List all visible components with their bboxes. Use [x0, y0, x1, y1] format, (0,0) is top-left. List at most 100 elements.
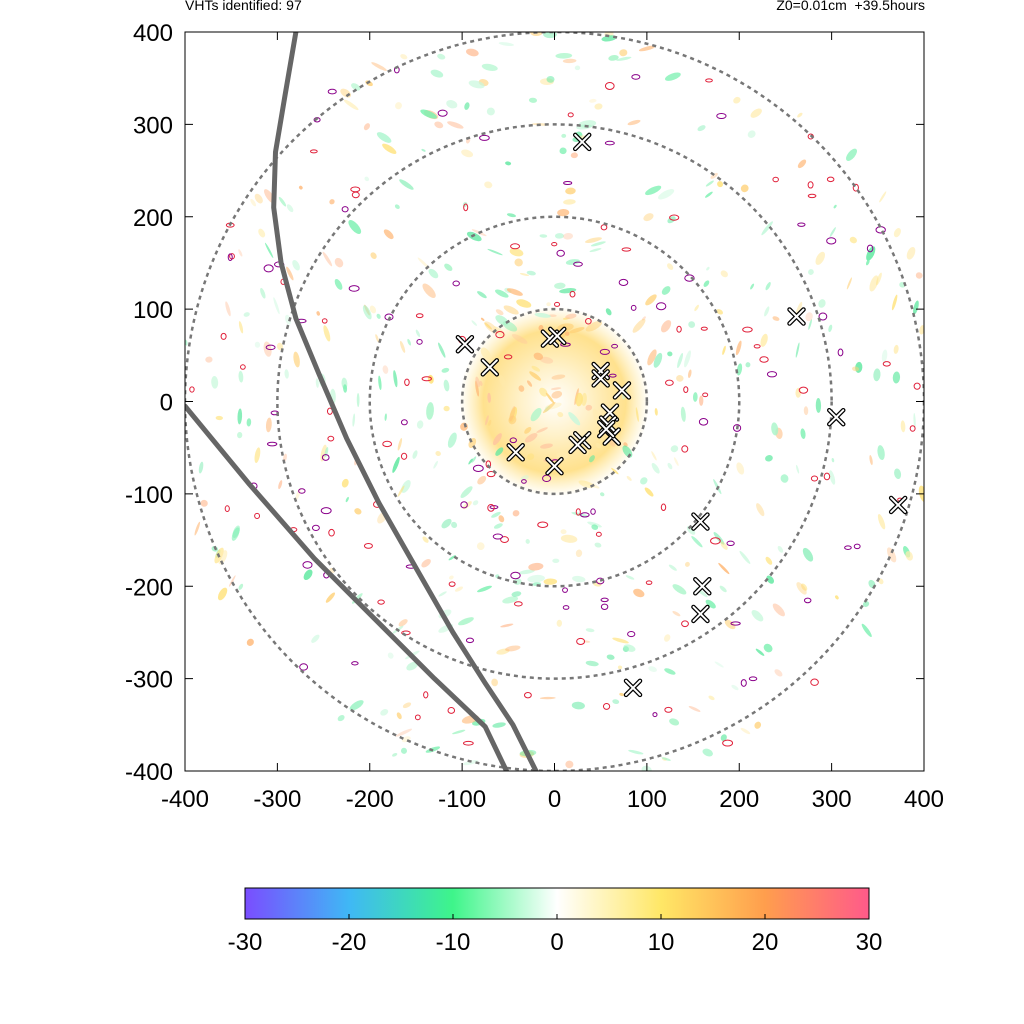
field-blob [645, 294, 657, 306]
field-blob [751, 610, 764, 622]
field-blob [585, 628, 595, 633]
field-blob [658, 189, 675, 200]
field-blob [468, 80, 485, 89]
contour-loop [676, 325, 682, 333]
field-blob [692, 392, 698, 402]
contour-loop [311, 524, 320, 531]
field-blob [536, 427, 548, 433]
field-blob [466, 231, 482, 242]
contour-loop [600, 603, 609, 610]
contour-loop [730, 621, 741, 626]
contour-loop [486, 470, 496, 478]
field-blob [893, 344, 899, 354]
field-blob [380, 709, 389, 716]
field-blob [471, 320, 477, 326]
contour-loop [363, 542, 373, 549]
contour-loop [772, 176, 779, 183]
x-tick-label: -200 [346, 786, 394, 813]
field-blob [298, 185, 303, 190]
vht-marker [596, 419, 616, 439]
field-blob [585, 237, 602, 244]
field-blob [441, 518, 452, 529]
contour-loop [742, 326, 753, 333]
field-blob [664, 634, 671, 642]
field-blob [672, 611, 681, 617]
contour-loop [604, 81, 615, 90]
field-blob [628, 749, 644, 755]
field-blob [395, 728, 413, 737]
vht-marker-fill [625, 679, 642, 696]
field-blob [563, 232, 574, 240]
field-blob [491, 511, 501, 518]
contour-loop [562, 587, 568, 593]
field-blob [627, 119, 641, 126]
x-tick-label: -300 [253, 786, 301, 813]
field-blob [392, 753, 398, 757]
contour-loop [266, 441, 278, 447]
field-blob [684, 350, 691, 368]
field-blob [303, 569, 313, 580]
field-blob [511, 334, 528, 344]
contour-loop [500, 536, 509, 543]
field-blob [286, 204, 294, 213]
field-blob [772, 603, 785, 617]
field-blob [329, 199, 335, 205]
field-blob [538, 324, 544, 331]
field-blob [915, 272, 923, 279]
field-blob [876, 272, 882, 286]
vht-count-label: VHTs identified: 97 [185, 0, 302, 13]
field-blob [461, 149, 474, 158]
contour-loop [823, 472, 831, 481]
field-blob [565, 259, 581, 265]
field-blob [589, 455, 595, 463]
field-blob [487, 248, 503, 256]
contour-loop [240, 364, 246, 370]
field-blob [913, 412, 916, 429]
vht-markers [455, 132, 908, 698]
field-blob [800, 428, 806, 440]
vht-marker [548, 326, 567, 346]
field-blob [808, 319, 813, 330]
contour-loop [463, 740, 474, 746]
field-blob [684, 561, 690, 567]
field-blob [585, 404, 593, 411]
field-blob [452, 729, 466, 735]
field-blob [873, 368, 881, 382]
vht-marker-fill [613, 382, 630, 399]
field-blob [664, 668, 676, 675]
field-blob [422, 536, 429, 543]
field-blob [645, 185, 662, 196]
field-blob [488, 419, 492, 426]
vht-marker-fill [481, 359, 498, 376]
field-blob [623, 644, 636, 652]
contour-loop [556, 249, 565, 257]
field-blob [435, 451, 441, 457]
field-blob [315, 378, 319, 388]
contour-loop [618, 278, 629, 286]
x-tick-label: -400 [161, 786, 209, 813]
field-blob [496, 648, 510, 655]
contour-loop [698, 418, 709, 426]
field-blob [766, 575, 775, 584]
contour-loop [810, 678, 819, 686]
field-blob [846, 277, 852, 290]
field-blob [582, 640, 591, 643]
field-blob [375, 334, 380, 343]
vht-marker-fill [507, 444, 524, 461]
field-blob [443, 405, 450, 412]
field-blob [672, 584, 687, 595]
field-blob [750, 283, 755, 290]
field-blob [694, 304, 699, 312]
field-blob [376, 132, 392, 143]
field-blob [495, 289, 509, 298]
field-blob [780, 474, 789, 483]
field-blob [667, 263, 674, 270]
field-blob [718, 562, 730, 575]
field-blob [258, 228, 266, 238]
contour-loop [630, 304, 637, 311]
contour-loop [631, 74, 641, 80]
field-blob [340, 88, 352, 98]
field-blob [641, 316, 646, 321]
vht-marker-fill [574, 133, 591, 150]
